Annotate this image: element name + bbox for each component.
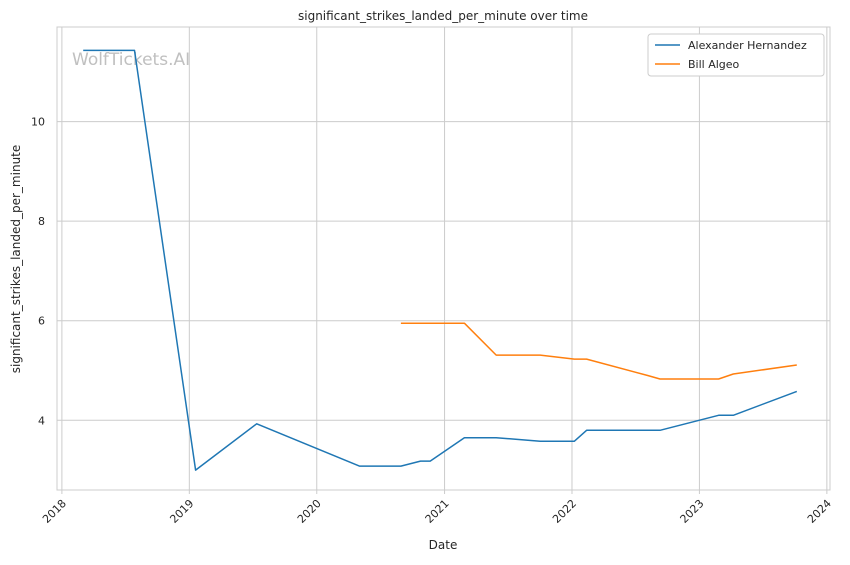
x-tick-label: 2021	[423, 497, 452, 526]
legend-box	[647, 33, 825, 77]
y-axis-ticks: 4 6 8 10	[31, 116, 45, 428]
x-tick-label: 2019	[167, 497, 196, 526]
series-line-alexander-hernandez	[83, 49, 798, 471]
y-tick-label: 10	[31, 116, 45, 129]
legend-label-alexander-hernandez: Alexander Hernandez	[688, 39, 807, 52]
legend-label-bill-algeo: Bill Algeo	[688, 58, 740, 71]
plot-area	[56, 26, 831, 491]
legend: Alexander Hernandez Bill Algeo	[647, 33, 825, 77]
y-tick-label: 6	[38, 315, 45, 328]
series-layer	[83, 49, 798, 471]
y-tick-label: 8	[38, 215, 45, 228]
x-tick-label: 2020	[295, 497, 324, 526]
y-tick-label: 4	[38, 414, 45, 427]
x-axis-label: Date	[429, 538, 458, 552]
chart-title: significant_strikes_landed_per_minute ov…	[298, 9, 588, 23]
x-tick-label: 2023	[678, 497, 707, 526]
series-line-bill-algeo	[400, 322, 797, 380]
x-gridlines	[61, 27, 828, 490]
x-tick-label: 2024	[805, 497, 834, 526]
y-axis-label: significant_strikes_landed_per_minute	[9, 145, 23, 374]
x-tick-label: 2022	[550, 497, 579, 526]
x-axis-ticks: 2018 2019 2020 2021 2022 2023 2024	[40, 490, 834, 526]
x-tick-label: 2018	[40, 497, 69, 526]
watermark: WolfTickets.AI	[72, 50, 190, 70]
